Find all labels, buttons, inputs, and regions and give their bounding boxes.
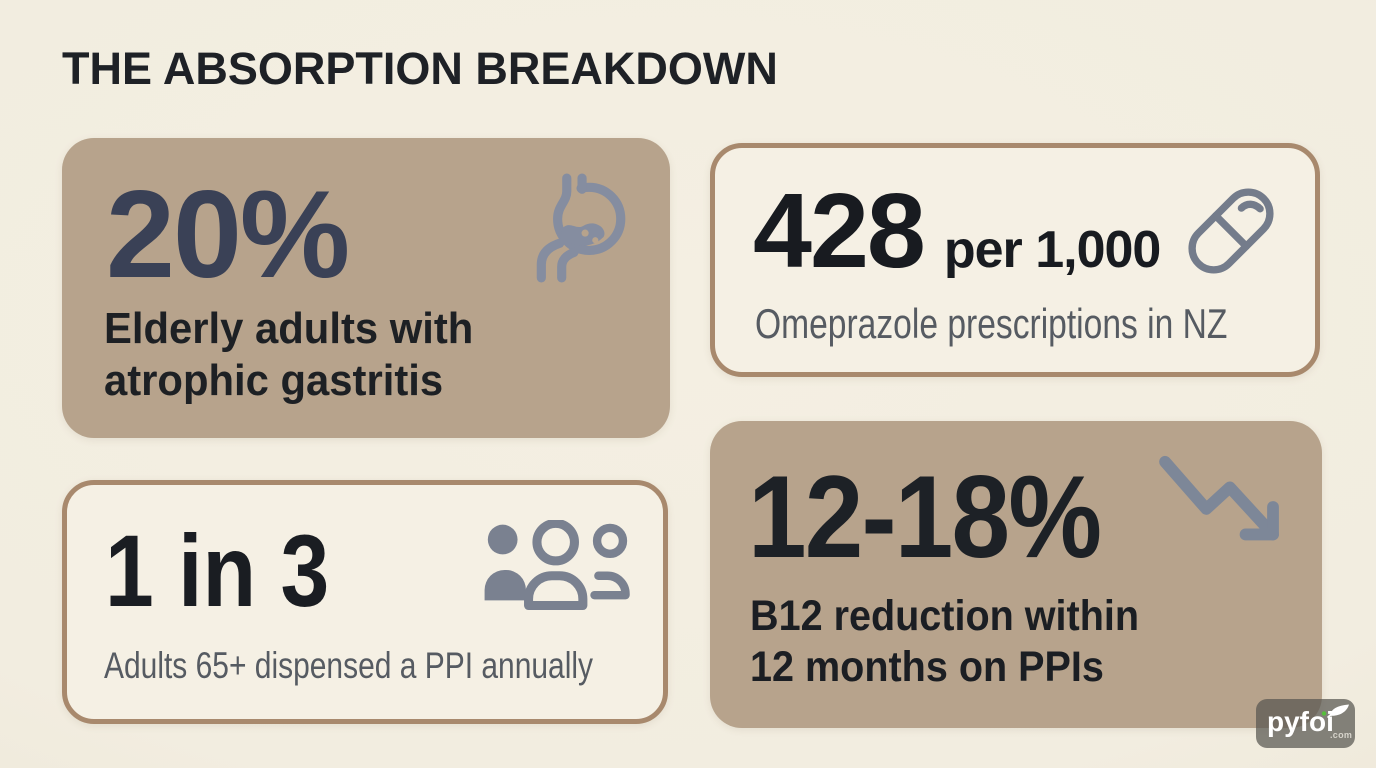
stomach-icon [536,173,626,283]
stat-value: 12-18% [748,451,1102,582]
people-icon [484,520,630,611]
stat-row: 428 per 1,000 [753,172,1161,290]
stat-value: 20% [106,166,350,304]
stat-caption: B12 reduction within 12 months on PPIs [750,592,1140,691]
logo-badge: pyfoi .com [1256,699,1355,748]
logo-domain-suffix: .com [1330,730,1353,740]
stat-card-omeprazole-prescriptions: 428 per 1,000 Omeprazole prescriptions i… [710,143,1320,377]
stat-caption: Adults 65+ dispensed a PPI annually [104,645,594,686]
pill-icon [1188,188,1274,274]
trend-down-icon [1159,455,1279,541]
stat-caption: Omeprazole prescriptions in NZ [755,300,1228,347]
stat-card-b12-reduction: 12-18% B12 reduction within 12 months on… [710,421,1322,728]
page-title: THE ABSORPTION BREAKDOWN [62,43,778,94]
stat-unit: per 1,000 [943,221,1161,279]
stat-card-atrophic-gastritis: 20% Elderly adults with atrophic gastrit… [62,138,670,438]
stat-caption: Elderly adults with atrophic gastritis [104,304,474,405]
stat-value: 428 [753,172,926,290]
stat-value: 1 in 3 [105,514,330,628]
stat-card-ppi-annual-dispensing: 1 in 3 Adults 65+ dispensed a PPI annual… [62,480,668,724]
leaf-icon [1321,704,1349,718]
